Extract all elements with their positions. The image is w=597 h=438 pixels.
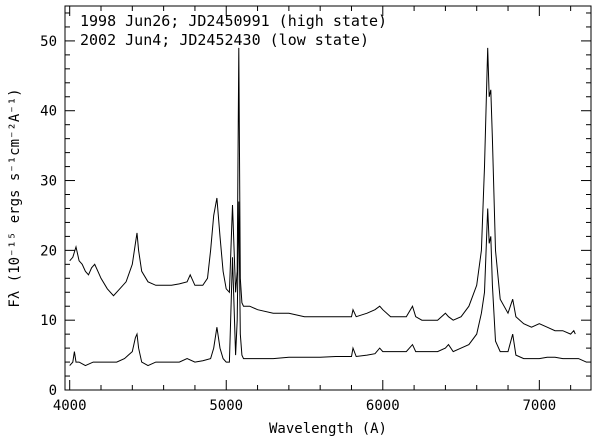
y-axis-title: Fλ (10⁻¹⁵ ergs s⁻¹cm⁻²A⁻¹)	[7, 88, 23, 307]
series-line-1	[69, 47, 576, 335]
plot-frame	[64, 5, 592, 391]
axis-ticks: 4000 5000 6000 7000 0 10 20 30 40 50	[40, 6, 591, 414]
x-tick-label: 7000	[522, 398, 556, 414]
series-line-2	[69, 201, 587, 367]
x-tick-label: 6000	[366, 398, 400, 414]
x-tick-label: 5000	[209, 398, 243, 414]
y-tick-label: 20	[40, 243, 57, 259]
x-axis-title: Wavelength (A)	[269, 421, 387, 437]
y-tick-label: 50	[40, 34, 57, 50]
legend-line-2: 2002 Jun4; JD2452430 (low state)	[80, 31, 369, 49]
legend-line-1: 1998 Jun26; JD2450991 (high state)	[80, 12, 387, 30]
y-tick-label: 30	[40, 174, 57, 190]
y-tick-label: 10	[40, 313, 57, 329]
series-lines	[69, 47, 587, 367]
y-tick-label: 0	[49, 383, 57, 399]
y-tick-label: 40	[40, 104, 57, 120]
x-tick-label: 4000	[53, 398, 87, 414]
